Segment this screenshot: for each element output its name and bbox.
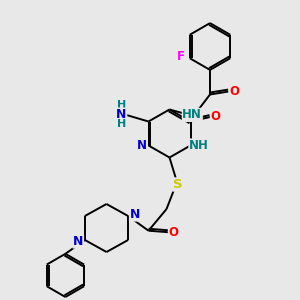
Text: O: O: [210, 110, 220, 124]
Text: HN: HN: [182, 108, 202, 122]
Text: N: N: [130, 208, 140, 221]
Text: H: H: [117, 118, 126, 129]
Text: S: S: [173, 178, 182, 191]
Text: F: F: [177, 50, 185, 63]
Text: H: H: [117, 100, 126, 110]
Text: N: N: [73, 235, 83, 248]
Text: N: N: [137, 139, 147, 152]
Text: NH: NH: [189, 139, 209, 152]
Text: O: O: [229, 85, 239, 98]
Text: N: N: [116, 108, 127, 121]
Text: O: O: [168, 226, 178, 239]
